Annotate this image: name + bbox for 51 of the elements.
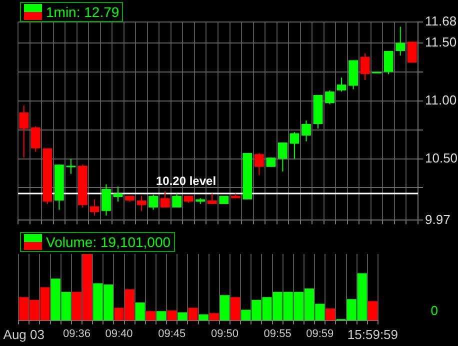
candlestick [266,157,276,168]
candlestick [384,50,394,75]
x-tick-label: 09:45 [158,328,186,340]
bar [167,310,177,320]
bar [198,314,208,320]
y-tick-label: 11.68 [425,14,457,29]
candlestick [102,184,111,216]
x-tick-label: Aug 03 [3,326,44,342]
candlestick [278,142,288,172]
candlestick [360,52,370,80]
x-tick-label: 09:36 [62,328,90,340]
y-tick-label: 11.00 [425,92,457,108]
bar [178,312,188,320]
ref-line-label: 10.20 level [156,174,216,188]
candlestick [172,193,182,208]
bar [135,302,145,320]
bar [156,311,166,320]
text: 0 [430,303,438,318]
candlestick [160,190,170,208]
candlestick [113,186,123,202]
candlestick [336,77,346,92]
y-tick-label: 9.97 [425,212,450,227]
x-tick-label: 09:40 [105,328,133,340]
candlestick [136,195,146,212]
bar [209,313,219,320]
legend-label: Volume: 19,101,000 [46,234,171,250]
candlestick [148,194,158,210]
candlestick [19,104,29,158]
candlestick [396,26,406,56]
bar [230,297,240,320]
bar [326,308,336,320]
candlestick [66,158,76,174]
candlestick [290,132,300,160]
candlestick [207,193,217,204]
candlestick [407,41,417,64]
bar [146,311,156,320]
y-tick-label: 11.50 [425,34,457,50]
candlestick [254,152,264,176]
x-tick-label: 09:59 [306,328,334,340]
x-tick-label: 09:55 [264,328,292,340]
candlestick [90,198,100,216]
candlestick [30,126,40,152]
y-tick-label: 10.50 [425,150,458,166]
bar [188,308,198,320]
legend-label: 1min: 12.79 [46,4,120,20]
bar [220,295,230,320]
x-tick-label: 09:50 [210,328,238,340]
bar [368,301,378,320]
x-tick-label: 15:59:59 [347,326,398,342]
candlestick [302,120,311,142]
candlestick [325,90,334,105]
